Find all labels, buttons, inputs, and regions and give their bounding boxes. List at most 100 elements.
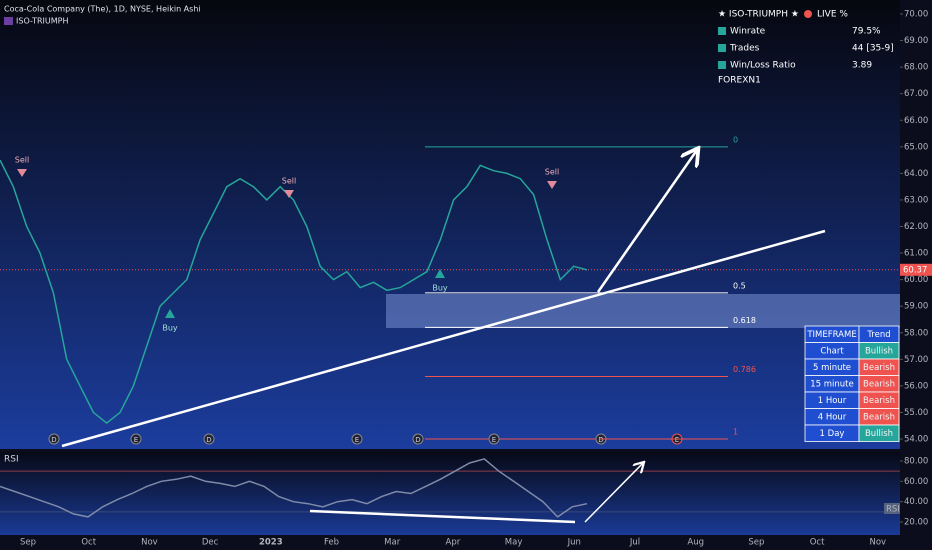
arrow xyxy=(596,150,697,293)
event-label: D xyxy=(598,436,603,444)
rsi-trendline xyxy=(309,509,576,524)
y-tick-label: 80.00 xyxy=(904,456,928,466)
y-tick-label: 59.00 xyxy=(904,302,928,312)
event-marker xyxy=(412,433,424,445)
last-price-box xyxy=(900,263,932,276)
signal-marker xyxy=(435,269,445,278)
x-tick-label: May xyxy=(505,538,523,548)
event-label: D xyxy=(51,436,56,444)
price-pane xyxy=(0,0,900,449)
signal-label: Sell xyxy=(282,177,296,186)
table-timeframe: 4 Hour xyxy=(818,412,847,422)
y-tick-label: 56.00 xyxy=(904,381,928,391)
table-trend: Bullish xyxy=(865,346,893,356)
y-tick-label: 70.00 xyxy=(904,10,928,20)
x-tick-label: Oct xyxy=(810,538,825,548)
panel-value: 3.89 xyxy=(852,61,872,71)
y-tick-label: 55.00 xyxy=(904,408,928,418)
x-tick-label: Jul xyxy=(629,538,640,548)
panel-value: 44 [35-9] xyxy=(852,44,894,54)
panel-live: LIVE % xyxy=(817,10,848,20)
event-label: E xyxy=(492,436,496,444)
panel-value: 79.5% xyxy=(852,27,881,37)
signal-marker xyxy=(547,181,557,189)
table-trend: Bearish xyxy=(863,379,895,389)
check-icon xyxy=(718,27,726,35)
check-icon xyxy=(718,44,726,52)
table-timeframe: 15 minute xyxy=(810,379,854,389)
y-tick-label: 67.00 xyxy=(904,89,928,99)
signal-label: Sell xyxy=(15,156,29,165)
y-tick-label: 61.00 xyxy=(904,249,928,259)
table-timeframe: 1 Hour xyxy=(818,396,847,406)
live-dot xyxy=(804,10,812,18)
x-tick-label: 2023 xyxy=(259,538,283,548)
signal-label: Buy xyxy=(162,324,178,333)
event-label: D xyxy=(415,436,420,444)
x-tick-label: Nov xyxy=(141,538,158,548)
trendline xyxy=(61,229,826,448)
x-tick-label: Dec xyxy=(202,538,219,548)
panel-title: ★ ISO-TRIUMPH ★ xyxy=(718,10,799,20)
y-tick-label: 65.00 xyxy=(904,142,928,152)
x-tick-label: Mar xyxy=(384,538,401,548)
y-tick-label: 60.00 xyxy=(904,477,928,487)
signal-label: Sell xyxy=(545,168,559,177)
y-tick-label: 20.00 xyxy=(904,518,928,528)
table-header: TIMEFRAME xyxy=(806,330,856,340)
indicator: ISO-TRIUMPH xyxy=(16,17,69,26)
table-trend: Bearish xyxy=(863,363,895,373)
fib-label: 0 xyxy=(733,135,738,144)
x-tick-label: Sep xyxy=(20,538,36,548)
rsi-tag-box xyxy=(884,503,900,514)
icon xyxy=(4,17,13,25)
panel-label: Winrate xyxy=(730,27,766,37)
signal-marker xyxy=(165,309,175,318)
y-tick-label: 62.00 xyxy=(904,222,928,232)
x-tick-label: Aug xyxy=(687,538,704,548)
event-marker xyxy=(351,433,363,445)
x-tick-label: Oct xyxy=(81,538,96,548)
event-marker xyxy=(203,433,215,445)
table-trend: Bearish xyxy=(863,396,895,406)
table-timeframe: 1 Day xyxy=(820,429,845,439)
fib-label: 0.618 xyxy=(733,316,756,325)
panel-label: Trades xyxy=(729,44,760,54)
x-tick-label: Nov xyxy=(870,538,887,548)
series-line xyxy=(0,159,588,425)
x-tick-label: Sep xyxy=(748,538,764,548)
y-tick-label: 60.00 xyxy=(904,275,928,285)
table-header: Trend xyxy=(866,330,890,340)
x-tick-label: Apr xyxy=(446,538,461,548)
x-tick-label: Feb xyxy=(324,538,339,548)
last-price: 60.37 xyxy=(903,265,927,275)
y-tick-label: 68.00 xyxy=(904,63,928,73)
event-label: E xyxy=(355,436,359,444)
panel-label: Win/Loss Ratio xyxy=(730,61,796,71)
rsi-pane xyxy=(0,452,900,535)
check-icon xyxy=(718,61,726,69)
y-tick-label: 69.00 xyxy=(904,36,928,46)
rsi-arrow xyxy=(584,463,643,523)
fib-label: 0.786 xyxy=(733,365,756,374)
x-tick-label: Jun xyxy=(567,538,581,548)
panel-footer: FOREXN1 xyxy=(718,76,761,86)
y-tick-label: 58.00 xyxy=(904,328,928,338)
event-marker xyxy=(48,433,60,445)
y-tick-label: 57.00 xyxy=(904,355,928,365)
symbol: Coca-Cola Company (The), 1D, NYSE, Heiki… xyxy=(4,5,201,14)
rsi-tag: RSI xyxy=(886,505,900,515)
table-timeframe: 5 minute xyxy=(813,363,851,373)
y-tick-label: 54.00 xyxy=(904,435,928,445)
signal-label: Buy xyxy=(432,284,448,293)
fib-label: 1 xyxy=(733,428,738,437)
event-label: E xyxy=(134,436,138,444)
event-marker xyxy=(488,433,500,445)
table-trend: Bullish xyxy=(865,429,893,439)
event-label: E xyxy=(675,436,679,444)
signal-marker xyxy=(284,190,294,198)
table-timeframe: Chart xyxy=(820,346,844,356)
fib-label: 0.5 xyxy=(733,281,746,290)
